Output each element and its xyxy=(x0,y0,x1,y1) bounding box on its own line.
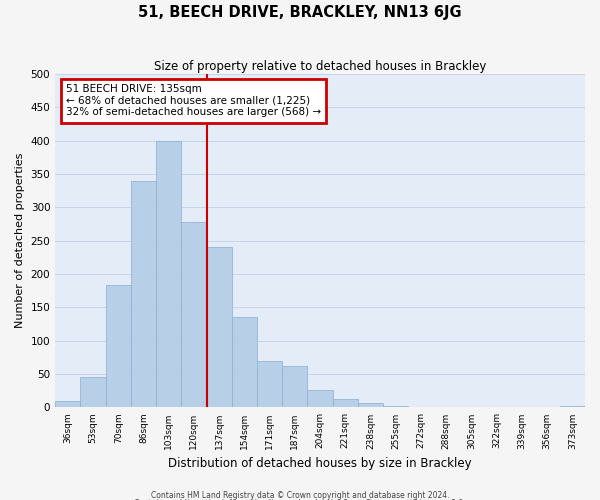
Bar xyxy=(181,222,206,408)
Bar xyxy=(232,317,257,408)
Bar xyxy=(307,390,332,407)
Text: Contains HM Land Registry data © Crown copyright and database right 2024.: Contains HM Land Registry data © Crown c… xyxy=(151,490,449,500)
Bar xyxy=(409,407,434,408)
Bar xyxy=(55,401,80,407)
Y-axis label: Number of detached properties: Number of detached properties xyxy=(15,153,25,328)
Bar xyxy=(80,377,106,408)
Text: Contains public sector information licensed under the Open Government Licence v3: Contains public sector information licen… xyxy=(134,499,466,500)
Bar xyxy=(332,400,358,407)
Bar xyxy=(106,286,131,408)
Bar xyxy=(282,366,307,408)
Bar xyxy=(131,181,156,408)
Bar xyxy=(383,406,409,407)
Bar xyxy=(156,141,181,407)
Text: 51, BEECH DRIVE, BRACKLEY, NN13 6JG: 51, BEECH DRIVE, BRACKLEY, NN13 6JG xyxy=(138,5,462,20)
Bar xyxy=(560,406,585,407)
Text: 51 BEECH DRIVE: 135sqm
← 68% of detached houses are smaller (1,225)
32% of semi-: 51 BEECH DRIVE: 135sqm ← 68% of detached… xyxy=(66,84,321,117)
X-axis label: Distribution of detached houses by size in Brackley: Distribution of detached houses by size … xyxy=(168,457,472,470)
Bar xyxy=(206,248,232,408)
Title: Size of property relative to detached houses in Brackley: Size of property relative to detached ho… xyxy=(154,60,486,73)
Bar xyxy=(257,361,282,408)
Bar xyxy=(434,407,459,408)
Bar xyxy=(358,404,383,407)
